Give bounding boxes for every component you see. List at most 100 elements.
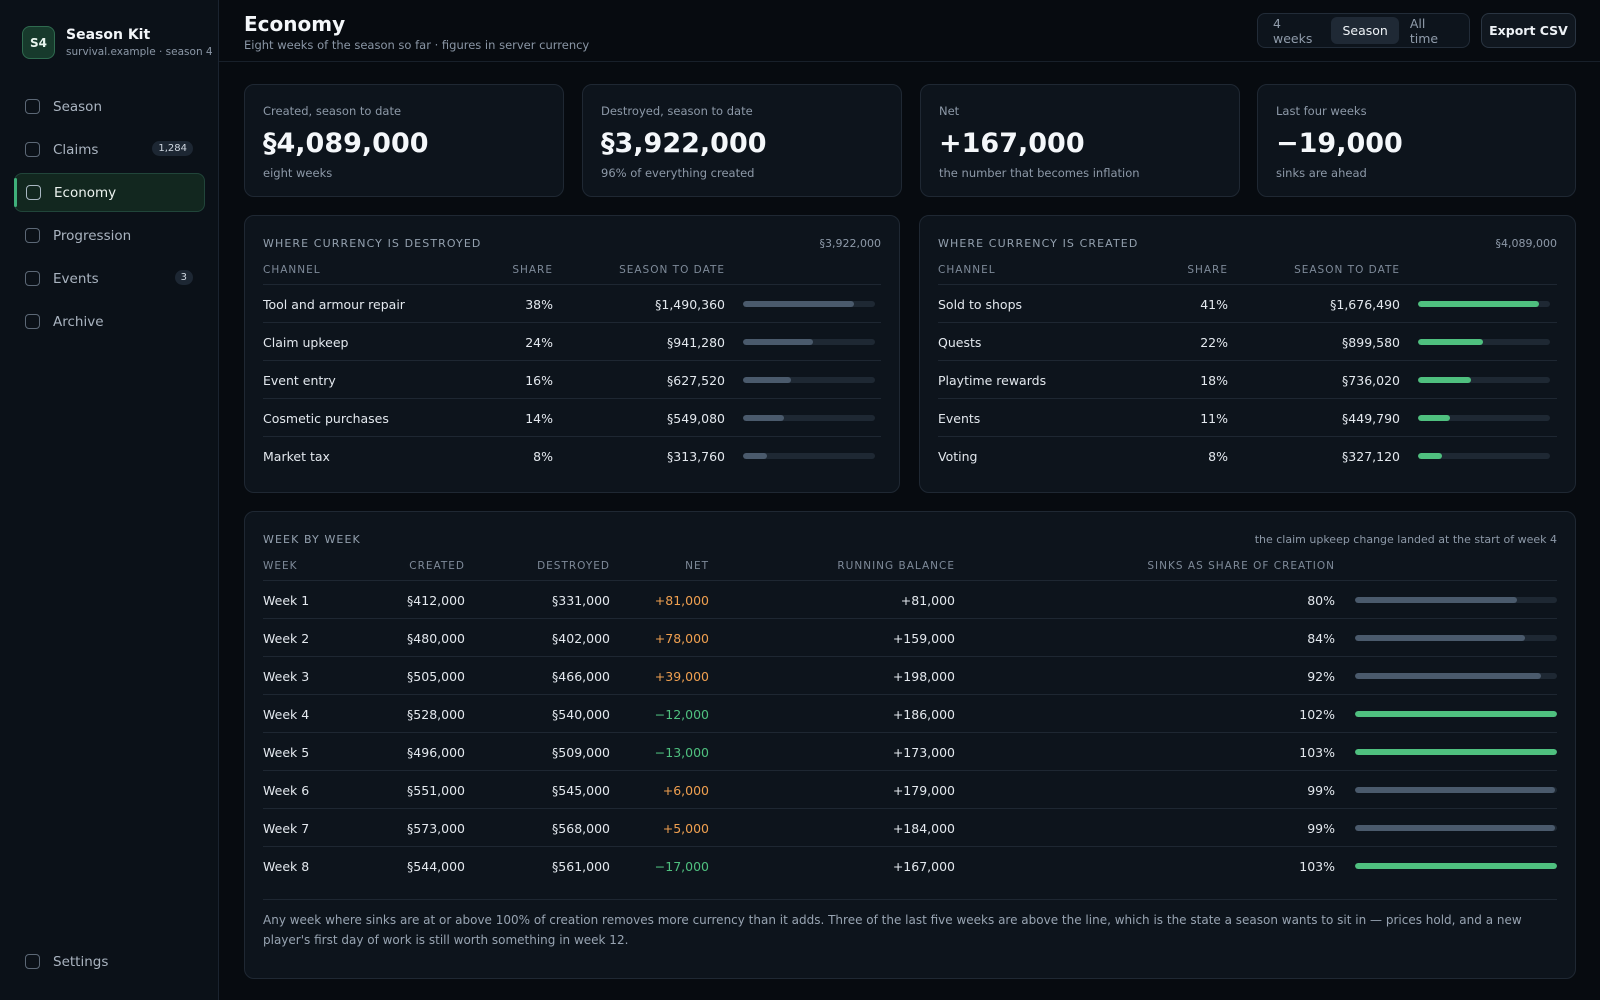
channel-amount: §1,676,490: [1330, 297, 1400, 312]
table-row[interactable]: Week 7 §573,000 §568,000 +5,000 +184,000 99%: [245, 809, 1575, 847]
sinks-share-bar-fill: [1355, 673, 1541, 679]
column-header-season-to-date: SEASON TO DATE: [1294, 264, 1400, 276]
sidebar-item-economy[interactable]: Economy: [14, 173, 205, 212]
sidebar-item-season[interactable]: Season: [14, 87, 205, 126]
running-balance: +186,000: [892, 707, 955, 722]
table-row[interactable]: Events 11% §449,790: [920, 399, 1575, 437]
sidebar-item-claims[interactable]: Claims 1,284: [14, 130, 205, 169]
sinks-share-bar: [1355, 825, 1557, 831]
week-label: Week 2: [263, 631, 310, 646]
channel-name: Sold to shops: [938, 297, 1023, 312]
table-row[interactable]: Cosmetic purchases 14% §549,080: [245, 399, 899, 437]
created-value: §528,000: [407, 707, 465, 722]
share-bar: [743, 339, 875, 345]
destroyed-value: §466,000: [552, 669, 610, 684]
kpi-note: 96% of everything created: [601, 166, 755, 180]
panel-total: §4,089,000: [1495, 237, 1557, 250]
share-bar-fill: [743, 377, 791, 383]
sinks-share-bar-fill: [1355, 787, 1555, 793]
share-bar: [1418, 377, 1550, 383]
sinks-share-bar-fill: [1355, 597, 1517, 603]
sidebar-item-progression[interactable]: Progression: [14, 216, 205, 255]
kpi-value: +167,000: [939, 128, 1085, 159]
page-subtitle: Eight weeks of the season so far · figur…: [244, 38, 590, 52]
created-value: §412,000: [407, 593, 465, 608]
share-bar: [743, 453, 875, 459]
table-row[interactable]: Week 1 §412,000 §331,000 +81,000 +81,000 80%: [245, 581, 1575, 619]
channel-amount: §1,490,360: [655, 297, 725, 312]
sinks-share-bar: [1355, 787, 1557, 793]
table-row[interactable]: Event entry 16% §627,520: [245, 361, 899, 399]
kpi-card: Net +167,000 the number that becomes infla…: [920, 84, 1240, 197]
sinks-share-bar-fill: [1355, 863, 1557, 869]
created-value: §505,000: [407, 669, 465, 684]
share-bar-fill: [1418, 339, 1483, 345]
share-bar: [1418, 453, 1550, 459]
destroyed-value: §509,000: [552, 745, 610, 760]
table-row[interactable]: Market tax 8% §313,760: [245, 437, 899, 475]
week-label: Week 3: [263, 669, 310, 684]
table-row[interactable]: Playtime rewards 18% §736,020: [920, 361, 1575, 399]
sinks-share-bar-fill: [1355, 749, 1557, 755]
sidebar-item-events[interactable]: Events 3: [14, 259, 205, 298]
table-row[interactable]: Voting 8% §327,120: [920, 437, 1575, 475]
destroyed-value: §561,000: [552, 859, 610, 874]
running-balance: +173,000: [892, 745, 955, 760]
footnote: Any week where sinks are at or above 100…: [263, 913, 1522, 947]
share-bar: [1418, 339, 1550, 345]
table-row[interactable]: Week 5 §496,000 §509,000 −13,000 +173,000 103…: [245, 733, 1575, 771]
sidebar: S4 Season Kit survival.example · season …: [0, 0, 219, 1000]
sidebar-item-label: Archive: [53, 313, 104, 330]
channel-amount: §313,760: [667, 449, 725, 464]
column-header-created: CREATED: [409, 560, 465, 572]
sinks-share-bar-fill: [1355, 711, 1557, 717]
brand[interactable]: S4 Season Kit survival.example · season …: [22, 26, 213, 59]
table-row[interactable]: Week 2 §480,000 §402,000 +78,000 +159,000 84%: [245, 619, 1575, 657]
week-label: Week 7: [263, 821, 310, 836]
weekly-panel: WEEK BY WEEK the claim upkeep change lan…: [244, 511, 1576, 979]
channel-name: Event entry: [263, 373, 336, 388]
kpi-label: Created, season to date: [263, 104, 402, 118]
channel-share: 22%: [1200, 335, 1228, 350]
week-label: Week 1: [263, 593, 310, 608]
sidebar-item-label: Events: [53, 270, 99, 287]
table-row[interactable]: Quests 22% §899,580: [920, 323, 1575, 361]
range-option-all-time[interactable]: All time: [1409, 15, 1439, 46]
share-bar: [1418, 415, 1550, 421]
channel-name: Voting: [938, 449, 978, 464]
table-row[interactable]: Tool and armour repair 38% §1,490,360: [245, 285, 899, 323]
table-row[interactable]: Week 6 §551,000 §545,000 +6,000 +179,000 99%: [245, 771, 1575, 809]
share-bar-fill: [743, 339, 813, 345]
sidebar-item-archive[interactable]: Archive: [14, 302, 205, 341]
share-bar: [743, 377, 875, 383]
destroyed-value: §568,000: [552, 821, 610, 836]
table-row[interactable]: Week 4 §528,000 §540,000 −12,000 +186,000 102…: [245, 695, 1575, 733]
channel-share: 8%: [533, 449, 553, 464]
range-option-4-weeks[interactable]: 4 weeks: [1273, 15, 1313, 46]
channel-amount: §627,520: [667, 373, 725, 388]
table-row[interactable]: Claim upkeep 24% §941,280: [245, 323, 899, 361]
brand-subtitle: survival.example · season 4: [66, 46, 213, 58]
net-value: +81,000: [654, 593, 709, 608]
running-balance: +167,000: [892, 859, 955, 874]
kpi-note: the number that becomes inflation: [939, 166, 1140, 180]
running-balance: +198,000: [892, 669, 955, 684]
channel-share: 8%: [1208, 449, 1228, 464]
sinks-share-percent: 99%: [1307, 821, 1335, 836]
channel-name: Market tax: [263, 449, 330, 464]
checkbox-icon: [25, 271, 40, 286]
checkbox-icon: [25, 99, 40, 114]
table-row[interactable]: Sold to shops 41% §1,676,490: [920, 285, 1575, 323]
share-bar-fill: [1418, 301, 1540, 307]
sidebar-item-label: Settings: [53, 953, 109, 970]
net-value: −17,000: [654, 859, 709, 874]
sidebar-item-settings[interactable]: Settings: [14, 942, 205, 981]
table-row[interactable]: Week 8 §544,000 §561,000 −17,000 +167,000 103…: [245, 847, 1575, 885]
channel-amount: §899,580: [1342, 335, 1400, 350]
channel-share: 14%: [525, 411, 553, 426]
table-row[interactable]: Week 3 §505,000 §466,000 +39,000 +198,000 92%: [245, 657, 1575, 695]
week-label: Week 5: [263, 745, 310, 760]
net-value: +39,000: [654, 669, 709, 684]
export-csv-button[interactable]: Export CSV: [1481, 13, 1576, 48]
range-option-season[interactable]: Season: [1331, 17, 1399, 44]
